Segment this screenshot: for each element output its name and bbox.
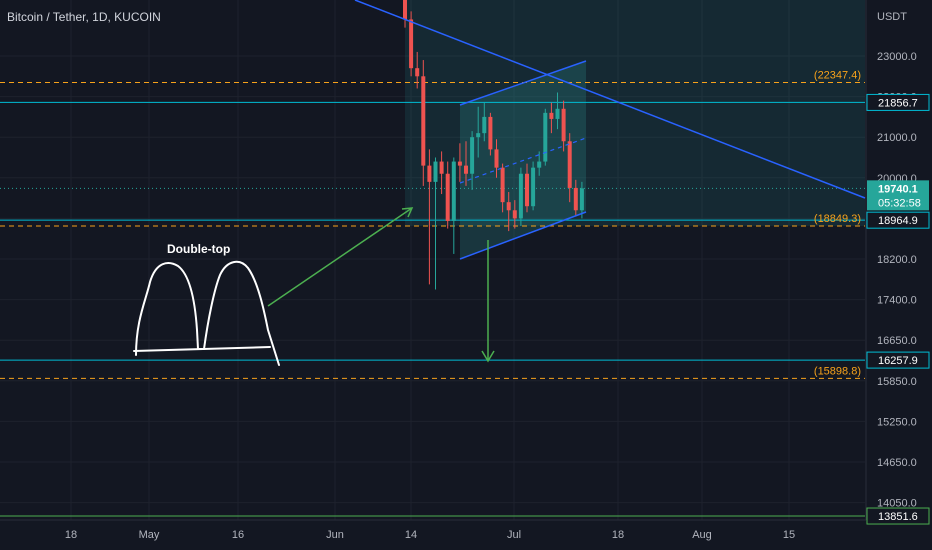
level-tag-box bbox=[866, 507, 930, 525]
level-tag-box bbox=[866, 211, 930, 229]
channel-midline bbox=[459, 137, 587, 184]
level-tag-label: 21856.7 bbox=[878, 97, 918, 109]
candle-body bbox=[488, 116, 493, 150]
level-tag-label: 13851.6 bbox=[878, 511, 918, 523]
price-tick-label: 14050.0 bbox=[877, 498, 917, 510]
dashed-level-label: (15898.8) bbox=[814, 365, 861, 377]
price-axis-currency: USDT bbox=[877, 11, 907, 23]
candle-body bbox=[531, 167, 536, 207]
channel-lower-line bbox=[459, 211, 587, 260]
candle-body bbox=[506, 202, 511, 211]
time-tick-label: Aug bbox=[692, 529, 712, 541]
price-tick-label: 17400.0 bbox=[877, 295, 917, 307]
price-axis: USDT23000.022000.021000.020000.019000.01… bbox=[814, 0, 932, 550]
price-tick-label: 18200.0 bbox=[877, 254, 917, 266]
candle-body bbox=[445, 173, 450, 221]
candle-body bbox=[494, 149, 499, 168]
current-price-countdown: 05:32:58 bbox=[878, 197, 921, 209]
time-tick-label: May bbox=[139, 529, 160, 541]
level-tag-label: 18964.9 bbox=[878, 215, 918, 227]
drawings: Double-top bbox=[133, 0, 866, 366]
time-axis-bg bbox=[0, 520, 932, 550]
candle-body bbox=[421, 76, 426, 166]
candle-body bbox=[561, 108, 566, 142]
time-tick-label: 15 bbox=[783, 529, 795, 541]
level-tag-box bbox=[866, 351, 930, 369]
time-tick-label: 18 bbox=[612, 529, 624, 541]
time-tick-label: 14 bbox=[405, 529, 417, 541]
dashed-level-label: (18849.3) bbox=[814, 213, 861, 225]
green-down-arrow-head bbox=[481, 350, 495, 363]
descending-trendline bbox=[354, 0, 866, 199]
candles bbox=[403, 0, 584, 290]
time-tick-label: 18 bbox=[65, 529, 77, 541]
double-top-neckline bbox=[133, 346, 271, 352]
candle-body bbox=[409, 19, 414, 69]
candle-body bbox=[476, 133, 481, 138]
candle-body bbox=[470, 137, 475, 174]
current-price-tag bbox=[867, 180, 929, 211]
price-tick-label: 15850.0 bbox=[877, 376, 917, 388]
price-tick-label: 16650.0 bbox=[877, 335, 917, 347]
time-axis: 18 May 16 Jun 14 Jul 18 Aug 15 bbox=[0, 519, 932, 550]
price-tick-label: 14650.0 bbox=[877, 457, 917, 469]
time-tick-label: 16 bbox=[232, 529, 244, 541]
current-price-label: 19740.1 bbox=[878, 183, 918, 195]
candle-body bbox=[512, 210, 517, 219]
candle-body bbox=[457, 161, 462, 166]
level-tag-box bbox=[866, 93, 930, 111]
candle-body bbox=[525, 173, 529, 207]
candle-body bbox=[543, 112, 548, 162]
candle-body bbox=[537, 161, 542, 168]
price-axis-bg bbox=[866, 0, 932, 550]
time-tick-label: Jun bbox=[326, 529, 344, 541]
candle-body bbox=[439, 161, 444, 174]
candle-body bbox=[579, 188, 584, 211]
time-tick-label: Jul bbox=[507, 529, 521, 541]
level-tag-label: 16257.9 bbox=[878, 355, 918, 367]
candle-body bbox=[482, 116, 487, 134]
candle-body bbox=[451, 161, 456, 221]
chart-title: Bitcoin / Tether, 1D, KUCOIN bbox=[7, 10, 161, 24]
candle-body bbox=[433, 161, 438, 182]
price-tick-label: 21000.0 bbox=[877, 132, 917, 144]
candle-body bbox=[415, 68, 420, 77]
candle-body bbox=[518, 173, 523, 219]
dashed-level-label: (22347.4) bbox=[814, 69, 861, 81]
candle-body bbox=[427, 165, 432, 182]
candle-body bbox=[549, 112, 554, 119]
price-tick-label: 15250.0 bbox=[877, 416, 917, 428]
candle-body bbox=[500, 167, 505, 203]
green-arrow-head bbox=[401, 207, 414, 218]
channel-upper-line bbox=[459, 60, 587, 106]
candle-body bbox=[403, 0, 407, 20]
green-arrow-line bbox=[267, 207, 413, 307]
annotation-label: Double-top bbox=[167, 242, 230, 256]
candle-body bbox=[464, 165, 468, 174]
candle-body bbox=[573, 187, 578, 211]
horizontal-levels bbox=[0, 81, 865, 517]
candle-body bbox=[555, 108, 560, 119]
candle-body bbox=[567, 141, 572, 188]
price-tick-label: 23000.0 bbox=[877, 51, 917, 63]
